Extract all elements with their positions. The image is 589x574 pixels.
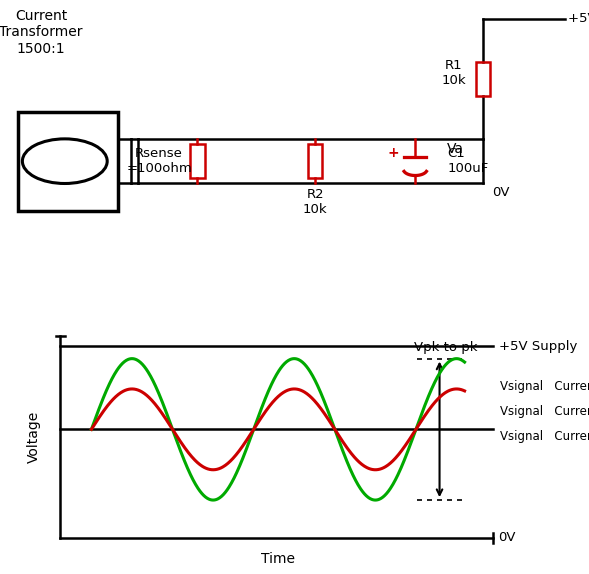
- Text: 0V: 0V: [492, 186, 509, 199]
- Bar: [18, 111, 118, 211]
- Text: Va: Va: [446, 142, 464, 156]
- Text: Current
Transformer
1500:1: Current Transformer 1500:1: [0, 9, 83, 56]
- Text: Rsense
=100ohm: Rsense =100ohm: [126, 147, 192, 175]
- Text: R1
10k: R1 10k: [441, 59, 466, 87]
- Text: 0V: 0V: [498, 532, 516, 545]
- Text: +5V Supply: +5V Supply: [498, 339, 577, 352]
- Text: Vsignal   Current = 10A: Vsignal Current = 10A: [499, 405, 589, 418]
- Text: Vsignal   Current = 0: Vsignal Current = 0: [499, 430, 589, 444]
- Text: +: +: [388, 146, 399, 160]
- Text: C1
100uF: C1 100uF: [448, 147, 489, 175]
- Text: Vpk to pk: Vpk to pk: [414, 340, 478, 354]
- Text: R2
10k: R2 10k: [303, 188, 327, 215]
- Bar: [307, 144, 323, 178]
- Text: Vsignal   Current = 20A: Vsignal Current = 20A: [499, 380, 589, 393]
- Bar: [190, 144, 205, 178]
- Text: Time: Time: [261, 552, 295, 566]
- Text: Voltage: Voltage: [27, 411, 41, 463]
- Text: +5V supply: +5V supply: [568, 12, 589, 25]
- Bar: [476, 62, 490, 96]
